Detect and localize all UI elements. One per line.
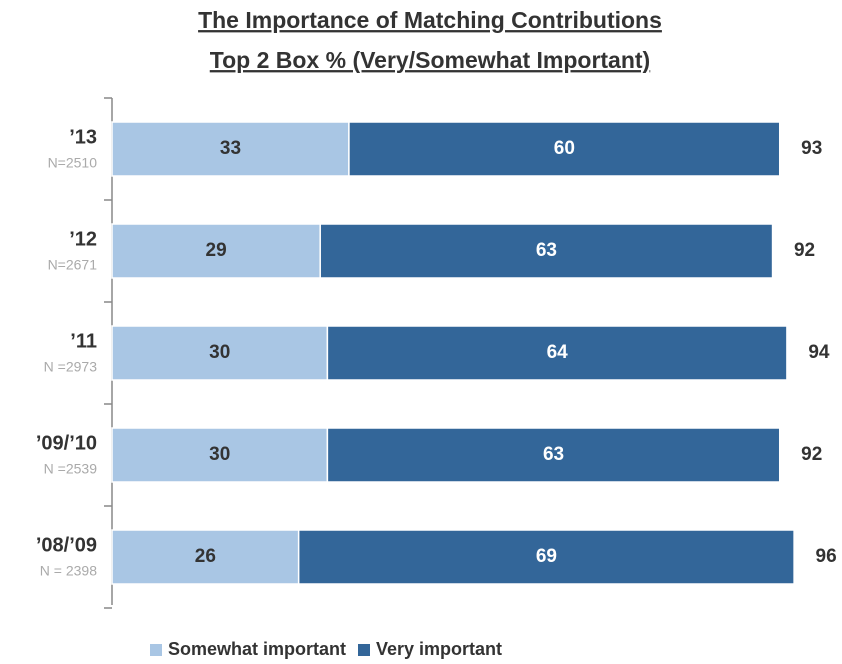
- bar-segment: [111, 223, 321, 279]
- sample-size-label: N=2510: [48, 155, 98, 171]
- segment-label: 63: [543, 444, 564, 465]
- sample-size-label: N = 2398: [40, 563, 97, 579]
- bar-segment: [326, 427, 781, 483]
- legend-swatch: [358, 644, 370, 656]
- category-label: ’11: [70, 330, 97, 352]
- sample-size-label: N=2671: [48, 257, 98, 273]
- category-label: ’08/’09: [36, 534, 97, 556]
- segment-label: 33: [220, 138, 241, 159]
- category-label: ’12: [69, 228, 97, 250]
- bar-segment: [326, 325, 788, 381]
- segment-label: 64: [547, 342, 569, 363]
- legend-label: Somewhat important: [168, 639, 346, 659]
- chart-title: The Importance of Matching Contributions: [198, 7, 662, 33]
- total-label: 96: [816, 546, 837, 567]
- total-label: 93: [801, 138, 822, 159]
- segment-label: 69: [536, 546, 557, 567]
- category-label: ’09/’10: [36, 432, 97, 454]
- segment-label: 60: [554, 138, 575, 159]
- bar-segment: [111, 529, 300, 585]
- segment-label: 63: [536, 240, 557, 261]
- bar-segment: [111, 325, 329, 381]
- sample-size-label: N =2973: [44, 359, 98, 375]
- legend-swatch: [150, 644, 162, 656]
- chart-subtitle: Top 2 Box % (Very/Somewhat Important): [210, 47, 650, 73]
- total-label: 92: [801, 444, 822, 465]
- bar-segment: [111, 121, 350, 177]
- segment-label: 30: [209, 342, 230, 363]
- bar-segment: [297, 529, 795, 585]
- bar-segment: [319, 223, 774, 279]
- bar-segment: [348, 121, 781, 177]
- segment-label: 29: [206, 240, 227, 261]
- total-label: 94: [808, 342, 830, 363]
- legend-label: Very important: [376, 639, 502, 659]
- segment-label: 30: [209, 444, 230, 465]
- sample-size-label: N =2539: [44, 461, 98, 477]
- total-label: 92: [794, 240, 815, 261]
- segment-label: 26: [195, 546, 216, 567]
- category-label: ’13: [69, 126, 97, 148]
